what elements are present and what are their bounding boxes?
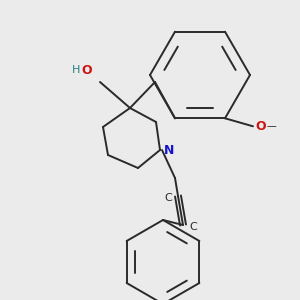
Text: —: —	[267, 121, 277, 131]
Text: O: O	[255, 120, 266, 133]
Text: H: H	[72, 65, 80, 75]
Text: N: N	[164, 143, 174, 157]
Text: O: O	[82, 64, 92, 76]
Text: C: C	[164, 193, 172, 203]
Text: C: C	[189, 222, 197, 232]
